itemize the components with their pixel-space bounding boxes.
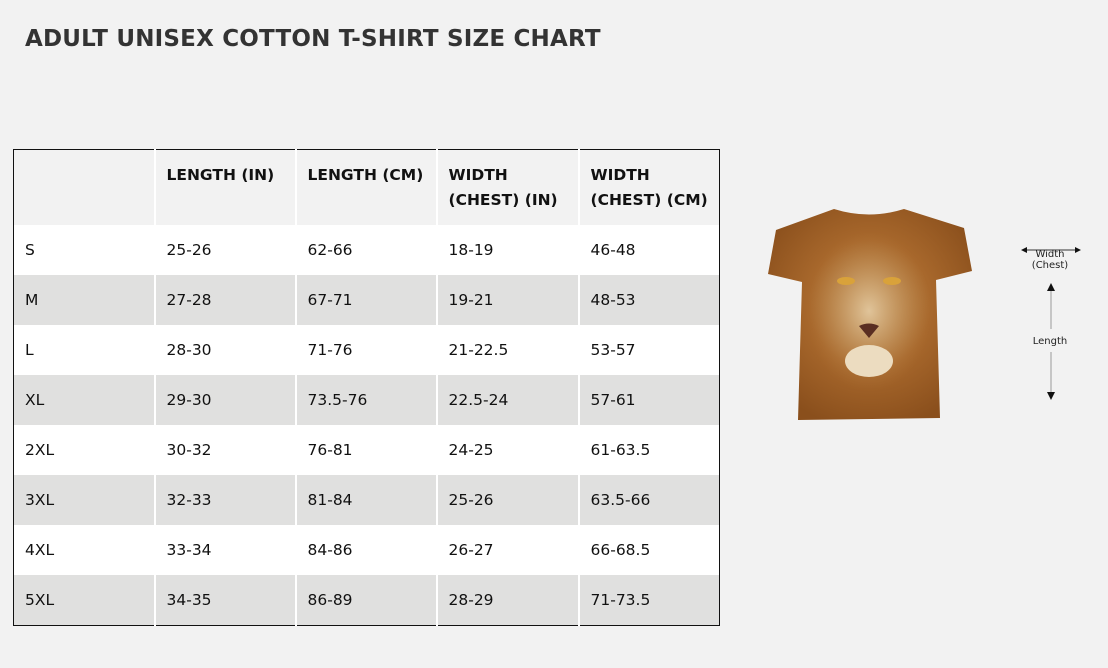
size-chart-table: LENGTH (IN) LENGTH (CM) WIDTH (CHEST) (I… xyxy=(13,149,720,626)
header-row: LENGTH (IN) LENGTH (CM) WIDTH (CHEST) (I… xyxy=(13,149,720,225)
cell-length-cm: 67-71 xyxy=(294,274,437,325)
header-length-in: LENGTH (IN) xyxy=(153,149,296,225)
cell-width-cm: 66-68.5 xyxy=(577,524,720,575)
table-row: 3XL 32-33 81-84 25-26 63.5-66 xyxy=(13,474,720,525)
cell-length-in: 34-35 xyxy=(153,574,296,625)
page-title: ADULT UNISEX COTTON T-SHIRT SIZE CHART xyxy=(25,26,601,52)
cell-length-cm: 86-89 xyxy=(294,574,437,625)
cell-length-cm: 76-81 xyxy=(294,424,437,475)
cell-width-in: 26-27 xyxy=(435,524,579,575)
cell-size: M xyxy=(13,274,155,325)
cell-length-in: 33-34 xyxy=(153,524,296,575)
cell-width-in: 28-29 xyxy=(435,574,579,625)
cell-width-cm: 53-57 xyxy=(577,324,720,375)
cell-width-in: 19-21 xyxy=(435,274,579,325)
cell-size: 5XL xyxy=(13,574,155,625)
table-row: S 25-26 62-66 18-19 46-48 xyxy=(13,224,720,275)
cell-size: 4XL xyxy=(13,524,155,575)
header-size xyxy=(13,149,155,225)
table-row: 5XL 34-35 86-89 28-29 71-73.5 xyxy=(13,574,720,625)
cell-length-cm: 84-86 xyxy=(294,524,437,575)
length-arrow-bottom xyxy=(1047,352,1055,404)
cell-size: L xyxy=(13,324,155,375)
header-width-in: WIDTH (CHEST) (IN) xyxy=(435,149,579,225)
table-row: 4XL 33-34 84-86 26-27 66-68.5 xyxy=(13,524,720,575)
header-length-cm: LENGTH (CM) xyxy=(294,149,437,225)
cell-width-cm: 63.5-66 xyxy=(577,474,720,525)
cell-length-in: 27-28 xyxy=(153,274,296,325)
cell-width-cm: 71-73.5 xyxy=(577,574,720,625)
width-label: Width (Chest) xyxy=(1025,249,1075,271)
cell-width-in: 22.5-24 xyxy=(435,374,579,425)
tshirt-image xyxy=(764,206,974,426)
width-label-line2: (Chest) xyxy=(1031,260,1069,271)
cell-width-cm: 57-61 xyxy=(577,374,720,425)
cell-width-in: 21-22.5 xyxy=(435,324,579,375)
cell-length-in: 32-33 xyxy=(153,474,296,525)
header-width-cm: WIDTH (CHEST) (CM) xyxy=(577,149,720,225)
cell-width-cm: 48-53 xyxy=(577,274,720,325)
cell-length-in: 29-30 xyxy=(153,374,296,425)
table-row: 2XL 30-32 76-81 24-25 61-63.5 xyxy=(13,424,720,475)
table-row: M 27-28 67-71 19-21 48-53 xyxy=(13,274,720,325)
cell-length-in: 25-26 xyxy=(153,224,296,275)
cell-size: XL xyxy=(13,374,155,425)
cell-size: S xyxy=(13,224,155,275)
cell-length-cm: 73.5-76 xyxy=(294,374,437,425)
table-row: L 28-30 71-76 21-22.5 53-57 xyxy=(13,324,720,375)
cell-length-cm: 81-84 xyxy=(294,474,437,525)
cell-length-cm: 62-66 xyxy=(294,224,437,275)
cell-width-in: 25-26 xyxy=(435,474,579,525)
length-label: Length xyxy=(1032,336,1068,347)
cell-width-in: 24-25 xyxy=(435,424,579,475)
cell-length-cm: 71-76 xyxy=(294,324,437,375)
width-arrow xyxy=(1021,238,1081,257)
cell-width-in: 18-19 xyxy=(435,224,579,275)
cell-length-in: 30-32 xyxy=(153,424,296,475)
cell-width-cm: 46-48 xyxy=(577,224,720,275)
cell-width-cm: 61-63.5 xyxy=(577,424,720,475)
cell-size: 3XL xyxy=(13,474,155,525)
length-arrow-top xyxy=(1047,283,1055,333)
width-label-line1: Width xyxy=(1035,249,1065,260)
cell-size: 2XL xyxy=(13,424,155,475)
cell-length-in: 28-30 xyxy=(153,324,296,375)
table-row: XL 29-30 73.5-76 22.5-24 57-61 xyxy=(13,374,720,425)
